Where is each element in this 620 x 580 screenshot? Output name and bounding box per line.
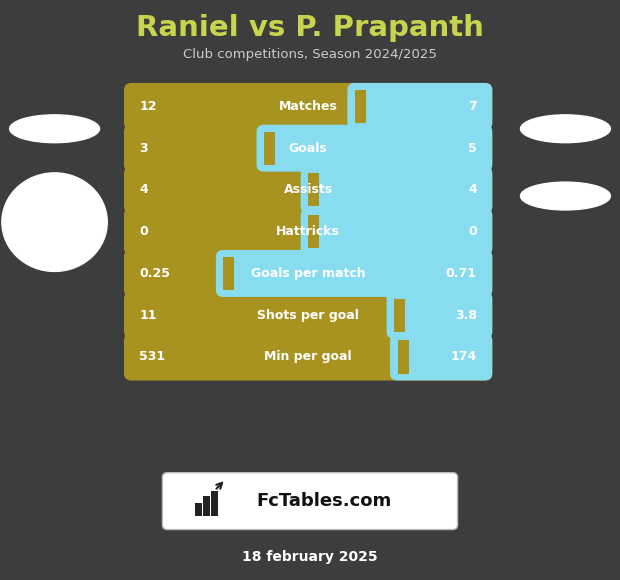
Text: 18 february 2025: 18 february 2025 bbox=[242, 550, 378, 564]
FancyBboxPatch shape bbox=[301, 166, 492, 213]
Text: 4: 4 bbox=[468, 183, 477, 197]
FancyBboxPatch shape bbox=[124, 292, 492, 339]
Bar bbox=[394, 299, 405, 332]
FancyBboxPatch shape bbox=[124, 250, 492, 297]
FancyBboxPatch shape bbox=[124, 125, 492, 172]
Text: FcTables.com: FcTables.com bbox=[257, 492, 392, 510]
Ellipse shape bbox=[521, 115, 611, 143]
Ellipse shape bbox=[521, 182, 611, 210]
FancyBboxPatch shape bbox=[347, 83, 492, 130]
FancyBboxPatch shape bbox=[390, 334, 492, 380]
Bar bbox=[195, 503, 202, 516]
Bar bbox=[264, 132, 275, 165]
Ellipse shape bbox=[10, 115, 99, 143]
FancyBboxPatch shape bbox=[387, 292, 492, 339]
Text: Assists: Assists bbox=[283, 183, 333, 197]
Text: Matches: Matches bbox=[279, 100, 337, 113]
Text: Raniel vs P. Prapanth: Raniel vs P. Prapanth bbox=[136, 14, 484, 42]
Text: 531: 531 bbox=[140, 350, 166, 364]
FancyBboxPatch shape bbox=[162, 473, 458, 530]
FancyBboxPatch shape bbox=[124, 208, 492, 255]
Bar bbox=[355, 90, 366, 123]
Bar bbox=[223, 257, 234, 290]
Text: 11: 11 bbox=[140, 309, 157, 322]
Text: 3.8: 3.8 bbox=[455, 309, 477, 322]
Bar bbox=[308, 215, 319, 248]
FancyBboxPatch shape bbox=[124, 166, 492, 213]
Bar bbox=[203, 496, 210, 516]
Text: 174: 174 bbox=[451, 350, 477, 364]
Text: Min per goal: Min per goal bbox=[264, 350, 352, 364]
Text: 0.25: 0.25 bbox=[140, 267, 170, 280]
Text: Hattricks: Hattricks bbox=[276, 225, 340, 238]
FancyBboxPatch shape bbox=[216, 250, 492, 297]
Text: 4: 4 bbox=[140, 183, 148, 197]
Text: 5: 5 bbox=[468, 142, 477, 155]
Bar bbox=[308, 173, 319, 206]
Text: 0.71: 0.71 bbox=[446, 267, 477, 280]
Text: Club competitions, Season 2024/2025: Club competitions, Season 2024/2025 bbox=[183, 48, 437, 60]
Bar bbox=[211, 491, 218, 516]
Text: 0: 0 bbox=[468, 225, 477, 238]
FancyBboxPatch shape bbox=[257, 125, 492, 172]
Text: Shots per goal: Shots per goal bbox=[257, 309, 359, 322]
Text: Goals per match: Goals per match bbox=[251, 267, 365, 280]
Bar bbox=[397, 340, 409, 374]
FancyBboxPatch shape bbox=[124, 334, 492, 380]
Text: 12: 12 bbox=[140, 100, 157, 113]
Text: 7: 7 bbox=[468, 100, 477, 113]
Circle shape bbox=[2, 173, 107, 271]
FancyBboxPatch shape bbox=[124, 83, 492, 130]
Text: 0: 0 bbox=[140, 225, 148, 238]
Text: 3: 3 bbox=[140, 142, 148, 155]
Text: Goals: Goals bbox=[289, 142, 327, 155]
FancyBboxPatch shape bbox=[301, 208, 492, 255]
